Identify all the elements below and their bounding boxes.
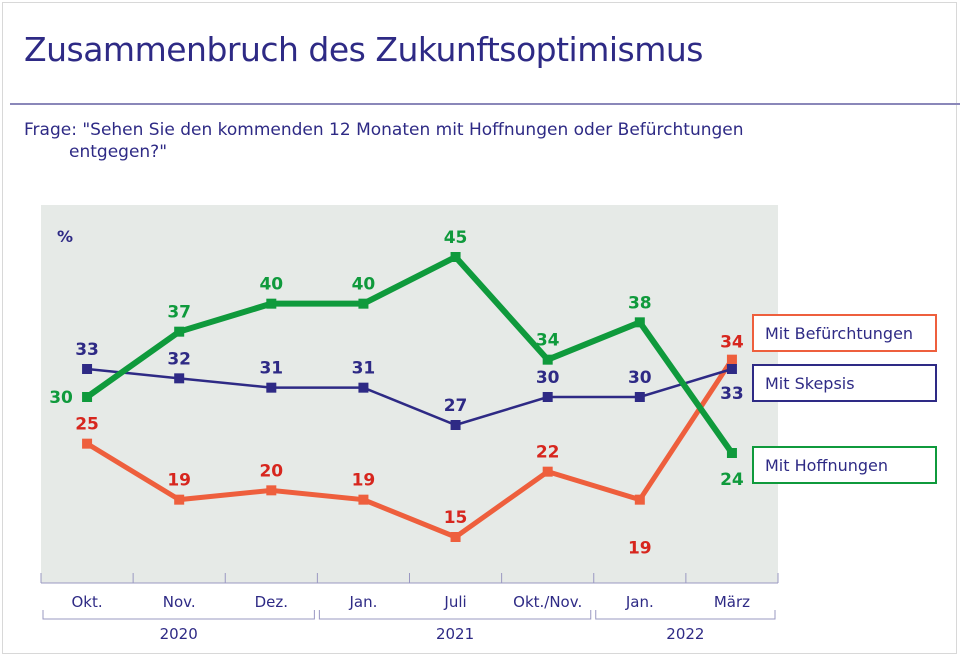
- data-label-hoffnungen: 45: [444, 228, 468, 248]
- data-label-hoffnungen: 34: [536, 331, 560, 351]
- data-point-skepsis: [726, 364, 737, 374]
- year-bracket: [595, 610, 776, 620]
- data-label-hoffnungen: 24: [720, 470, 744, 490]
- data-label-skepsis: 33: [720, 384, 744, 404]
- data-point-hoffnungen: [726, 448, 737, 458]
- line-chart: % Okt. Nov. Dez. Jan. Juli Okt./Nov. Jan. März 20…: [40, 205, 937, 640]
- data-point-hoffnungen: [542, 354, 553, 365]
- x-tick-label: Juli: [443, 593, 466, 611]
- data-label-hoffnungen: 40: [259, 275, 283, 295]
- x-tick-label: Okt.: [71, 593, 102, 611]
- x-tick-label: Nov.: [163, 593, 196, 611]
- data-point-skepsis: [174, 373, 185, 384]
- data-point-befuerchtungen: [358, 494, 369, 505]
- data-point-skepsis: [634, 392, 645, 402]
- data-point-skepsis: [450, 420, 461, 430]
- legend-label-befuerchtungen: Mit Befürchtungen: [765, 324, 913, 343]
- data-label-skepsis: 33: [75, 340, 99, 360]
- data-point-hoffnungen: [82, 392, 93, 402]
- legend-label-hoffnungen: Mit Hoffnungen: [765, 456, 888, 475]
- data-point-hoffnungen: [174, 326, 185, 337]
- legend-box-skepsis: [752, 364, 937, 402]
- data-point-befuerchtungen: [726, 354, 737, 365]
- chart-title: Zusammenbruch des Zukunftsoptimismus: [24, 30, 703, 69]
- x-tick-label: Jan.: [625, 593, 654, 611]
- title-divider: [10, 103, 960, 105]
- question-line-2: entgegen?": [69, 142, 168, 162]
- data-label-skepsis: 31: [259, 359, 283, 379]
- data-label-befuerchtungen: 20: [259, 461, 283, 481]
- data-point-befuerchtungen: [82, 438, 93, 449]
- data-point-skepsis: [82, 364, 93, 374]
- data-point-hoffnungen: [358, 298, 369, 309]
- data-label-befuerchtungen: 34: [720, 333, 744, 353]
- year-label: 2020: [160, 625, 198, 640]
- series-line-hoffnungen: [85, 253, 735, 455]
- data-point-hoffnungen: [266, 298, 277, 309]
- data-label-skepsis: 30: [628, 368, 652, 388]
- series-line-befuerchtungen: [85, 358, 735, 540]
- data-point-befuerchtungen: [174, 494, 185, 505]
- x-tick-label: Jan.: [348, 593, 377, 611]
- y-axis-label: %: [57, 227, 73, 246]
- data-label-befuerchtungen: 15: [444, 508, 468, 528]
- survey-question: Frage: "Sehen Sie den kommenden 12 Monat…: [24, 119, 744, 163]
- legend-box-hoffnungen: [752, 446, 937, 484]
- series-line-skepsis: [86, 367, 733, 427]
- data-label-hoffnungen: 40: [352, 275, 376, 295]
- year-label: 2022: [666, 625, 704, 640]
- plot-background: [41, 205, 778, 583]
- data-label-befuerchtungen: 19: [352, 471, 376, 491]
- data-point-hoffnungen: [634, 317, 645, 328]
- data-label-skepsis: 27: [444, 396, 468, 416]
- data-label-hoffnungen: 38: [628, 293, 652, 313]
- data-point-befuerchtungen: [634, 494, 645, 505]
- data-point-befuerchtungen: [450, 532, 461, 542]
- legend-box-befuerchtungen: [752, 314, 937, 352]
- x-tick-label: März: [714, 593, 750, 611]
- data-point-skepsis: [542, 392, 553, 402]
- legend-label-skepsis: Mit Skepsis: [765, 374, 855, 393]
- year-bracket: [42, 610, 315, 620]
- year-label: 2021: [436, 625, 474, 640]
- data-point-befuerchtungen: [266, 485, 277, 496]
- question-line-1: Frage: "Sehen Sie den kommenden 12 Monat…: [24, 120, 744, 140]
- year-bracket: [318, 610, 592, 620]
- data-label-befuerchtungen: 25: [75, 415, 99, 435]
- data-label-skepsis: 32: [167, 349, 191, 369]
- x-tick-label: Okt./Nov.: [513, 593, 582, 611]
- data-label-hoffnungen: 37: [167, 303, 191, 323]
- x-tick-label: Dez.: [255, 593, 288, 611]
- data-point-skepsis: [358, 382, 369, 393]
- data-label-befuerchtungen: 19: [167, 471, 191, 491]
- data-point-hoffnungen: [450, 252, 461, 262]
- data-point-skepsis: [266, 382, 277, 393]
- data-label-befuerchtungen: 19: [628, 539, 652, 559]
- data-label-hoffnungen: 30: [49, 388, 73, 408]
- data-label-befuerchtungen: 22: [536, 443, 560, 463]
- data-label-skepsis: 31: [352, 359, 376, 379]
- data-point-befuerchtungen: [542, 466, 553, 477]
- data-label-skepsis: 30: [536, 368, 560, 388]
